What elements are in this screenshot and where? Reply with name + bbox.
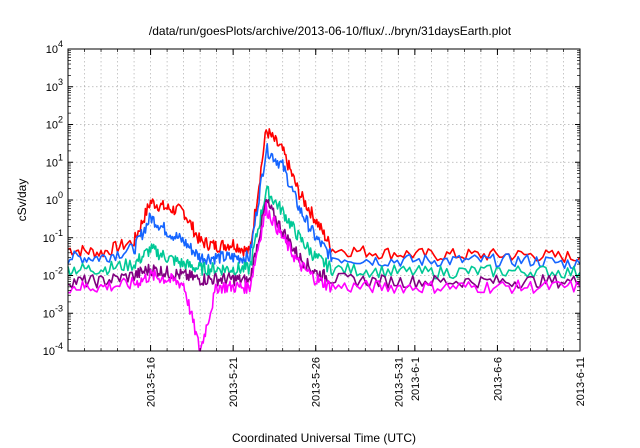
y-tick-label: 10-4 bbox=[43, 341, 63, 358]
x-tick-label: 2013-5-31 bbox=[393, 357, 405, 407]
y-tick-label: 104 bbox=[46, 39, 63, 56]
grid bbox=[68, 49, 580, 351]
y-axis-label: cSv/day bbox=[15, 179, 29, 222]
series-line-3 bbox=[67, 185, 581, 280]
chart-title: /data/run/goesPlots/archive/2013-06-10/f… bbox=[149, 24, 512, 38]
series-line-2 bbox=[67, 143, 581, 270]
series-group bbox=[67, 128, 581, 352]
y-tick-label: 10-1 bbox=[43, 228, 63, 245]
y-tick-label: 10-3 bbox=[43, 303, 63, 320]
x-tick-label: 2013-6-6 bbox=[492, 357, 504, 401]
y-tick-label: 101 bbox=[46, 152, 63, 169]
y-tick-label: 10-2 bbox=[43, 266, 63, 283]
y-tick-label: 102 bbox=[46, 115, 63, 132]
x-axis-label: Coordinated Universal Time (UTC) bbox=[232, 431, 416, 445]
series-line-1 bbox=[67, 128, 581, 264]
y-tick-label: 103 bbox=[46, 77, 63, 94]
x-tick-label: 2013-5-16 bbox=[146, 357, 158, 407]
x-tick-label: 2013-5-21 bbox=[228, 357, 240, 407]
x-tick-label: 2013-6-1 bbox=[410, 357, 422, 401]
y-tick-label: 100 bbox=[46, 190, 63, 207]
x-tick-label: 2013-6-11 bbox=[575, 357, 587, 406]
x-tick-label: 2013-5-26 bbox=[311, 357, 323, 407]
y-axis-ticks: 10-4 10-3 10-2 10-1 100 101 102 103 104 bbox=[43, 39, 580, 358]
series-line-5 bbox=[67, 201, 581, 352]
x-axis-ticks: 2013-5-16 2013-5-21 2013-5-26 2013-5-31 2013… bbox=[67, 49, 587, 407]
